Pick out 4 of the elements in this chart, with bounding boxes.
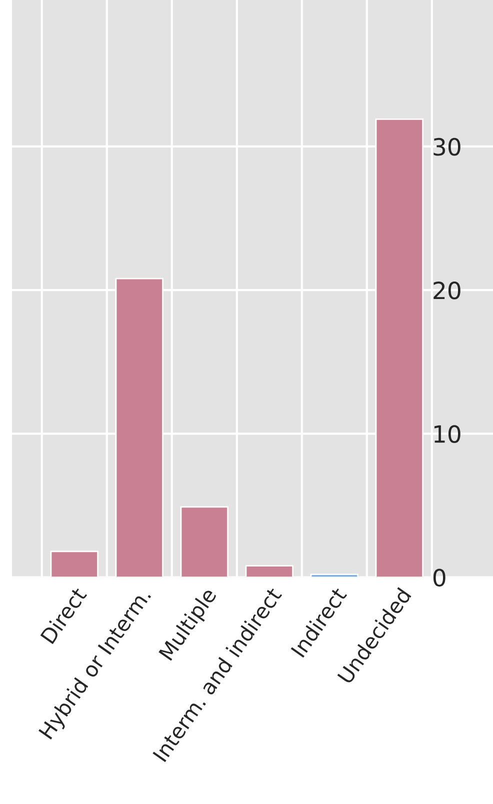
- y-tick-label: 10: [434, 425, 460, 443]
- y-tick-label: 0: [433, 568, 446, 587]
- y-tick-label: 20: [434, 282, 460, 300]
- y-tick-label: 30: [434, 138, 460, 156]
